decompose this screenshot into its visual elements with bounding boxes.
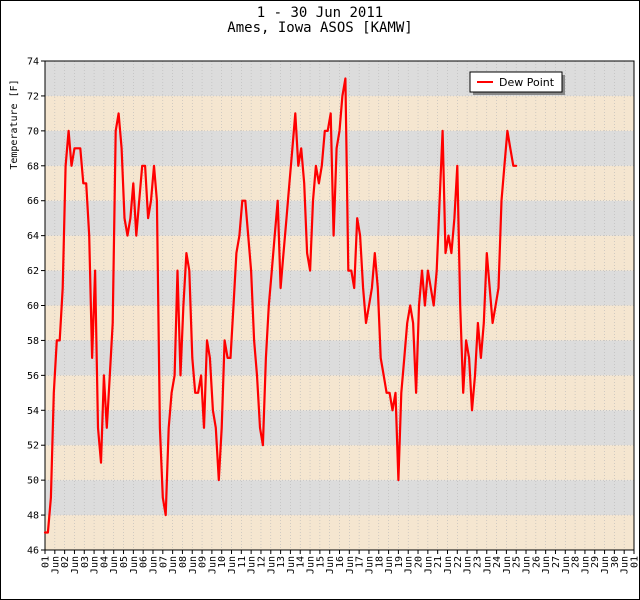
x-tick-label: Jun bbox=[423, 556, 434, 574]
x-tick-label: Jun bbox=[345, 556, 356, 574]
legend-label-dew-point: Dew Point bbox=[499, 76, 555, 89]
y-tick-label: 66 bbox=[27, 196, 39, 207]
background-band bbox=[45, 375, 634, 411]
x-tick-label: Jun bbox=[266, 556, 277, 574]
x-tick-label: 12 bbox=[256, 556, 267, 568]
y-tick-label: 50 bbox=[27, 476, 39, 487]
x-tick-label: 23 bbox=[472, 556, 483, 568]
x-tick-label: Jun bbox=[522, 556, 533, 574]
x-axis-ticks: 01Jun02Jun03Jun04Jun05Jun06Jun07Jun08Jun… bbox=[41, 550, 640, 574]
legend-box bbox=[469, 71, 563, 93]
x-tick-label: Jun bbox=[541, 556, 552, 574]
x-tick-label: 05 bbox=[119, 556, 130, 568]
x-tick-label: Jun bbox=[600, 556, 611, 574]
x-tick-label: 15 bbox=[315, 556, 326, 568]
chart-title-block: 1 - 30 Jun 2011 Ames, Iowa ASOS [KAMW] bbox=[0, 6, 640, 36]
x-tick-label: Jun bbox=[620, 556, 631, 574]
legend: Dew Point bbox=[469, 71, 565, 95]
background-band bbox=[45, 480, 634, 516]
x-tick-label: 07 bbox=[158, 556, 169, 568]
grid-lines bbox=[44, 60, 635, 551]
x-tick-label: 16 bbox=[335, 556, 346, 568]
x-tick-label: 25 bbox=[512, 556, 523, 568]
y-axis-label: Temperature [F] bbox=[9, 79, 20, 169]
series-line-dew-point bbox=[43, 77, 518, 534]
y-tick-label: 72 bbox=[27, 91, 39, 102]
x-tick-label: 27 bbox=[551, 556, 562, 568]
x-tick-label: Jun bbox=[188, 556, 199, 574]
x-tick-label: Jun bbox=[70, 556, 81, 574]
chart-subtitle: Ames, Iowa ASOS [KAMW] bbox=[227, 20, 413, 36]
background-band bbox=[45, 270, 634, 306]
y-tick-label: 62 bbox=[27, 266, 39, 277]
x-tick-label: Jun bbox=[443, 556, 454, 574]
x-tick-label: 17 bbox=[355, 556, 366, 568]
x-tick-label: 11 bbox=[237, 556, 248, 568]
x-tick-label: Jun bbox=[109, 556, 120, 574]
y-tick-label: 56 bbox=[27, 371, 39, 382]
x-tick-label: 22 bbox=[453, 556, 464, 568]
x-tick-label: 19 bbox=[394, 556, 405, 568]
x-tick-label: Jun bbox=[247, 556, 258, 574]
y-tick-label: 64 bbox=[27, 231, 39, 242]
y-axis-ticks: 46 48 50 52 54 56 58 60 62 64 66 68 70 72 74 bbox=[27, 57, 45, 557]
x-tick-label: Jun bbox=[325, 556, 336, 574]
x-tick-label: 28 bbox=[571, 556, 582, 568]
x-tick-label: Jun bbox=[463, 556, 474, 574]
x-tick-label: Jun bbox=[286, 556, 297, 574]
x-tick-label: Jun bbox=[404, 556, 415, 574]
y-tick-label: 68 bbox=[27, 161, 39, 172]
x-tick-label: 20 bbox=[414, 556, 425, 568]
x-tick-label: 06 bbox=[139, 556, 150, 568]
x-tick-label: Jun bbox=[148, 556, 159, 574]
x-tick-label: Jun bbox=[50, 556, 61, 574]
x-tick-label: Jun bbox=[227, 556, 238, 574]
y-tick-label: 54 bbox=[27, 406, 39, 417]
x-tick-label: Jun bbox=[364, 556, 375, 574]
y-tick-label: 60 bbox=[27, 301, 39, 312]
x-tick-label: 21 bbox=[433, 556, 444, 568]
x-tick-label: Jun bbox=[384, 556, 395, 574]
x-tick-label: 03 bbox=[80, 556, 91, 568]
chart-title: 1 - 30 Jun 2011 bbox=[256, 5, 384, 21]
x-tick-label: 24 bbox=[492, 556, 503, 568]
x-tick-label: 02 bbox=[60, 556, 71, 568]
x-tick-label: Jun bbox=[207, 556, 218, 574]
x-tick-label: 26 bbox=[531, 556, 542, 568]
y-tick-label: 46 bbox=[27, 546, 39, 557]
x-tick-label: Jun bbox=[561, 556, 572, 574]
background-band bbox=[45, 165, 634, 201]
x-tick-label: 01 bbox=[41, 556, 52, 568]
x-tick-label: Jun bbox=[306, 556, 317, 574]
x-tick-label: 30 bbox=[610, 556, 621, 568]
x-tick-label: 29 bbox=[590, 556, 601, 568]
y-tick-label: 70 bbox=[27, 126, 39, 137]
x-tick-label: 10 bbox=[217, 556, 228, 568]
x-tick-label: 08 bbox=[178, 556, 189, 568]
x-tick-label: 14 bbox=[296, 556, 307, 568]
x-tick-label: Jun bbox=[168, 556, 179, 574]
x-tick-label: Jun bbox=[129, 556, 140, 574]
x-tick-label: Jun bbox=[482, 556, 493, 574]
x-tick-label: Jun bbox=[502, 556, 513, 574]
background-band bbox=[45, 445, 634, 481]
y-tick-label: 74 bbox=[27, 57, 39, 68]
x-tick-label: 01 bbox=[630, 556, 640, 568]
x-tick-label: Jun bbox=[90, 556, 101, 574]
y-tick-label: 48 bbox=[27, 511, 39, 522]
x-tick-label: 13 bbox=[276, 556, 287, 568]
x-tick-label: 18 bbox=[374, 556, 385, 568]
x-tick-label: Jun bbox=[580, 556, 591, 574]
x-tick-label: 09 bbox=[198, 556, 209, 568]
y-tick-label: 52 bbox=[27, 441, 39, 452]
y-tick-label: 58 bbox=[27, 336, 39, 347]
series-group bbox=[43, 77, 518, 534]
x-tick-label: 04 bbox=[99, 556, 110, 568]
